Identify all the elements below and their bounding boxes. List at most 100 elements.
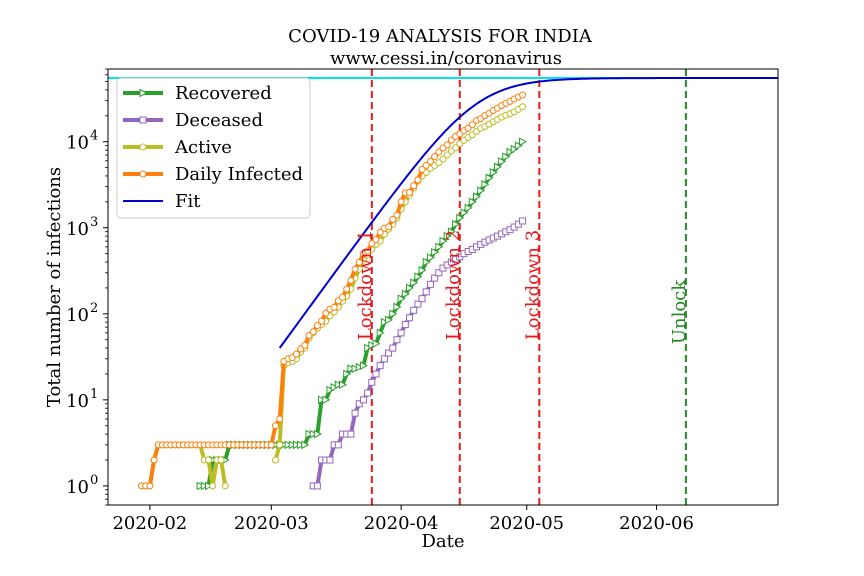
y-tick-label-2: 10 xyxy=(66,305,89,326)
series-0-point xyxy=(364,343,373,353)
axes-frame xyxy=(107,68,779,506)
series-0-point xyxy=(506,147,515,157)
series-0-point xyxy=(339,380,348,390)
series-1-point xyxy=(389,344,397,352)
series-3 xyxy=(138,91,527,490)
series-2-point xyxy=(209,482,217,490)
fit-line xyxy=(278,77,778,349)
series-3-point xyxy=(330,303,338,311)
x-tick-label-2: 2020-04 xyxy=(364,513,439,534)
series-3-point xyxy=(406,189,413,197)
series-0-point xyxy=(309,429,318,439)
series-1-point xyxy=(313,482,321,490)
series-0-point xyxy=(443,231,452,241)
series-0-point xyxy=(326,385,335,395)
series-4 xyxy=(278,77,778,349)
series-3-point xyxy=(397,198,405,206)
series-3-point xyxy=(276,415,284,423)
series-3-point xyxy=(364,247,372,255)
series-3-point xyxy=(146,482,154,490)
legend-item-0: Recovered xyxy=(123,83,272,104)
series-0-point xyxy=(330,382,339,392)
series-3-point xyxy=(389,215,397,223)
y-tick-exponent-3: 3 xyxy=(90,215,98,230)
series-0-point xyxy=(473,192,482,201)
series-0-point xyxy=(477,186,486,195)
legend-item-3: Daily Infected xyxy=(123,164,303,185)
series-1-point xyxy=(435,269,443,277)
series-3-point xyxy=(410,182,418,190)
series-3-point xyxy=(519,91,527,99)
series-0-point xyxy=(406,283,415,293)
chart-title: COVID-19 ANALYSIS FOR INDIA xyxy=(288,26,593,47)
series-1-point xyxy=(359,396,367,404)
series-3-point xyxy=(443,141,451,149)
y-tick-label-1: 10 xyxy=(66,391,89,412)
series-0-point xyxy=(414,272,423,282)
series-3-point xyxy=(426,157,434,165)
series-0-point xyxy=(288,440,297,450)
series-1-point xyxy=(418,295,426,303)
series-2-point xyxy=(276,441,284,449)
series-0-point xyxy=(359,361,368,370)
series-0-point xyxy=(334,380,343,390)
series-0-point xyxy=(322,395,331,405)
series-0-point xyxy=(351,364,360,374)
series-0-point xyxy=(343,369,352,379)
series-0-point xyxy=(481,179,490,189)
series-2-point xyxy=(272,456,279,464)
series-0-point xyxy=(435,242,444,252)
series-3-point xyxy=(414,176,422,184)
series-1-point xyxy=(385,349,393,357)
series-0-point xyxy=(380,317,389,327)
series-3-point xyxy=(301,341,309,349)
legend-item-1: Deceased xyxy=(123,110,263,131)
series-1-point xyxy=(334,441,342,449)
y-tick-label-3: 10 xyxy=(66,219,89,240)
series-0-point xyxy=(205,481,214,491)
series-3-point xyxy=(418,165,426,173)
series-0-point xyxy=(389,309,398,319)
series-0-point xyxy=(376,328,385,338)
legend-label-1: Deceased xyxy=(175,110,263,131)
series-0-point xyxy=(447,227,456,237)
series-3-point xyxy=(372,236,380,244)
series-2-point xyxy=(205,456,212,464)
series-0-point xyxy=(519,137,528,147)
x-tick-label-4: 2020-06 xyxy=(619,513,694,534)
legend: Recovered Deceased Active Daily Infected Fit xyxy=(116,77,311,219)
series-2-point xyxy=(452,144,460,152)
series-1-point xyxy=(406,314,413,322)
x-tick-label-3: 2020-05 xyxy=(489,513,564,534)
series-0-point xyxy=(372,339,381,348)
series-1-point xyxy=(410,306,418,314)
series-1-point xyxy=(397,329,405,337)
series-3-point xyxy=(355,258,363,266)
legend-marker-2 xyxy=(139,143,147,151)
series-1-point xyxy=(368,378,376,386)
lockdown-labels: Lockdown 1 Lockdown 2 Lockdown 3 Unlock xyxy=(355,230,690,344)
series-3-point xyxy=(376,228,384,236)
y-tick-label-0: 10 xyxy=(66,477,89,498)
y-tick-label-4: 10 xyxy=(66,133,89,154)
series-1-point xyxy=(326,456,334,464)
series-0-point xyxy=(489,168,498,177)
series-3-point xyxy=(272,422,279,430)
legend-label-2: Active xyxy=(174,137,232,158)
series-0-point xyxy=(460,208,469,217)
legend-marker-3 xyxy=(139,170,147,178)
y-tick-exponent-0: 0 xyxy=(90,473,98,488)
series-3-point xyxy=(150,456,158,464)
series-1-point xyxy=(393,336,401,344)
series-0-point xyxy=(368,341,377,350)
series-3-point xyxy=(339,293,346,301)
series-0-point xyxy=(301,440,310,450)
series-0-point xyxy=(397,294,406,303)
legend-item-4: Fit xyxy=(123,191,201,212)
series-1-point xyxy=(422,288,430,296)
series-0-point xyxy=(200,481,209,491)
x-axis-label: Date xyxy=(421,531,464,552)
series-3-point xyxy=(313,322,321,330)
